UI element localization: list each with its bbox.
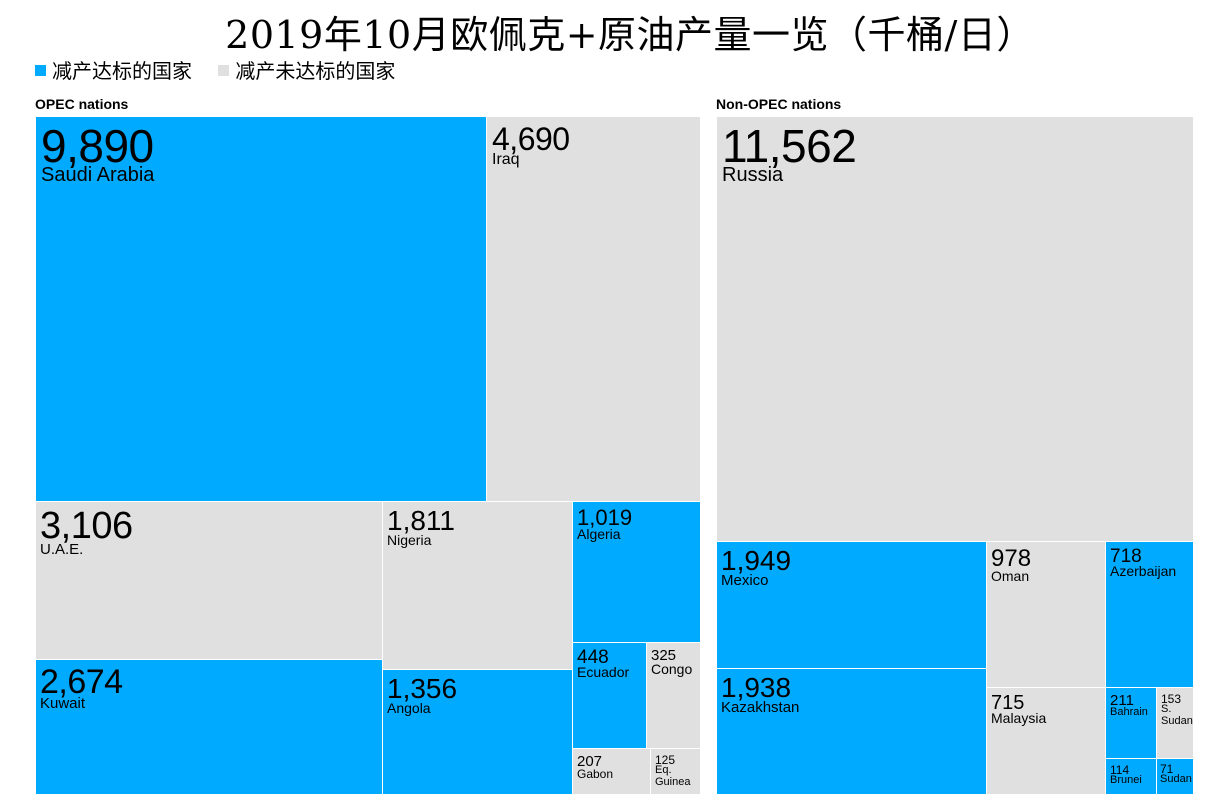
legend-label-not-met: 减产未达标的国家 bbox=[235, 59, 396, 83]
cell-name-iraq: Iraq bbox=[492, 151, 520, 168]
cell-value-mexico: 1,949 bbox=[721, 545, 792, 576]
legend-swatch-met bbox=[35, 65, 46, 76]
cell-name-mexico: Mexico bbox=[721, 572, 769, 589]
cell-value-kuwait: 2,674 bbox=[40, 663, 123, 701]
cell-value-eq-guinea: 125 bbox=[655, 753, 676, 767]
cell-name-nigeria: Nigeria bbox=[387, 532, 432, 548]
cell-name-u-a-e: U.A.E. bbox=[40, 541, 84, 558]
cell-azerbaijan: 718 Azerbaijan bbox=[1106, 542, 1194, 688]
cell-name-malaysia: Malaysia bbox=[991, 710, 1047, 726]
cell-mexico: 1,949 Mexico bbox=[717, 542, 987, 669]
cell-name-oman: Oman bbox=[991, 568, 1030, 584]
legend: 减产达标的国家 减产未达标的国家 bbox=[35, 58, 415, 84]
legend-item-not-met: 减产未达标的国家 bbox=[218, 58, 395, 84]
cell-value-oman: 978 bbox=[991, 545, 1032, 572]
cell-name-saudi-arabia: Saudi Arabia bbox=[41, 164, 155, 186]
cell-name-brunei: Brunei bbox=[1110, 774, 1142, 786]
cell-kuwait: 2,674 Kuwait bbox=[36, 660, 383, 795]
cell-name-s-sudan: S. Sudan bbox=[1161, 703, 1193, 727]
panel-label-opec: OPEC nations bbox=[35, 96, 129, 112]
cell-angola: 1,356 Angola bbox=[383, 670, 573, 795]
cell-value-bahrain: 211 bbox=[1110, 692, 1134, 709]
cell-name-bahrain: Bahrain bbox=[1110, 706, 1148, 718]
cell-value-nigeria: 1,811 bbox=[387, 505, 455, 536]
cell-name-sudan: Sudan bbox=[1160, 773, 1192, 785]
cell-nigeria: 1,811 Nigeria bbox=[383, 502, 573, 670]
cell-saudi-arabia: 9,890 Saudi Arabia bbox=[36, 117, 487, 502]
cell-congo: 325 Congo bbox=[647, 643, 701, 749]
cell-value-malaysia: 715 bbox=[991, 692, 1025, 714]
cell-name-kuwait: Kuwait bbox=[40, 695, 86, 712]
cell-value-saudi-arabia: 9,890 bbox=[41, 120, 154, 172]
cell-iraq: 4,690 Iraq bbox=[487, 117, 701, 502]
cell-algeria: 1,019 Algeria bbox=[573, 502, 701, 643]
cell-value-gabon: 207 bbox=[577, 753, 603, 770]
panel-label-non-opec: Non-OPEC nations bbox=[716, 96, 842, 112]
cell-malaysia: 715 Malaysia bbox=[987, 688, 1106, 795]
cell-ecuador: 448 Ecuador bbox=[573, 643, 647, 749]
cell-s-sudan: 153 S. Sudan bbox=[1157, 688, 1194, 759]
cell-name-angola: Angola bbox=[387, 700, 431, 716]
cell-u-a-e: 3,106 U.A.E. bbox=[36, 502, 383, 660]
cell-value-algeria: 1,019 bbox=[577, 505, 633, 530]
cell-kazakhstan: 1,938 Kazakhstan bbox=[717, 669, 987, 795]
cell-value-azerbaijan: 718 bbox=[1110, 546, 1142, 567]
cell-value-kazakhstan: 1,938 bbox=[721, 672, 792, 703]
cell-name-eq-guinea: Eq. Guinea bbox=[655, 764, 691, 788]
cell-name-ecuador: Ecuador bbox=[577, 664, 630, 680]
cell-eq-guinea: 125 Eq. Guinea bbox=[651, 749, 701, 795]
cell-name-gabon: Gabon bbox=[577, 767, 614, 781]
cell-russia: 11,562 Russia bbox=[717, 117, 1194, 542]
cell-name-russia: Russia bbox=[722, 164, 784, 186]
cell-oman: 978 Oman bbox=[987, 542, 1106, 688]
cell-name-congo: Congo bbox=[651, 661, 693, 677]
cell-value-angola: 1,356 bbox=[387, 673, 458, 704]
cell-name-algeria: Algeria bbox=[577, 526, 621, 542]
legend-swatch-not-met bbox=[218, 65, 230, 76]
chart-title: 2019年10月欧佩克+原油产量一览（千桶/日） bbox=[225, 13, 1035, 57]
cell-name-azerbaijan: Azerbaijan bbox=[1110, 563, 1177, 579]
cell-value-congo: 325 bbox=[651, 647, 677, 664]
cell-value-russia: 11,562 bbox=[722, 120, 857, 172]
cell-brunei: 114 Brunei bbox=[1106, 759, 1157, 795]
cell-value-iraq: 4,690 bbox=[492, 121, 570, 157]
legend-label-met: 减产达标的国家 bbox=[52, 59, 192, 83]
cell-value-ecuador: 448 bbox=[577, 647, 609, 668]
cell-sudan: 71 Sudan bbox=[1157, 759, 1194, 795]
cell-gabon: 207 Gabon bbox=[573, 749, 651, 795]
cell-name-kazakhstan: Kazakhstan bbox=[721, 699, 800, 716]
cell-value-s-sudan: 153 bbox=[1161, 692, 1182, 706]
cell-bahrain: 211 Bahrain bbox=[1106, 688, 1157, 759]
legend-item-met: 减产达标的国家 bbox=[35, 58, 192, 84]
cell-value-sudan: 71 bbox=[1160, 762, 1174, 776]
cell-value-brunei: 114 bbox=[1110, 763, 1130, 777]
cell-value-u-a-e: 3,106 bbox=[40, 505, 133, 547]
